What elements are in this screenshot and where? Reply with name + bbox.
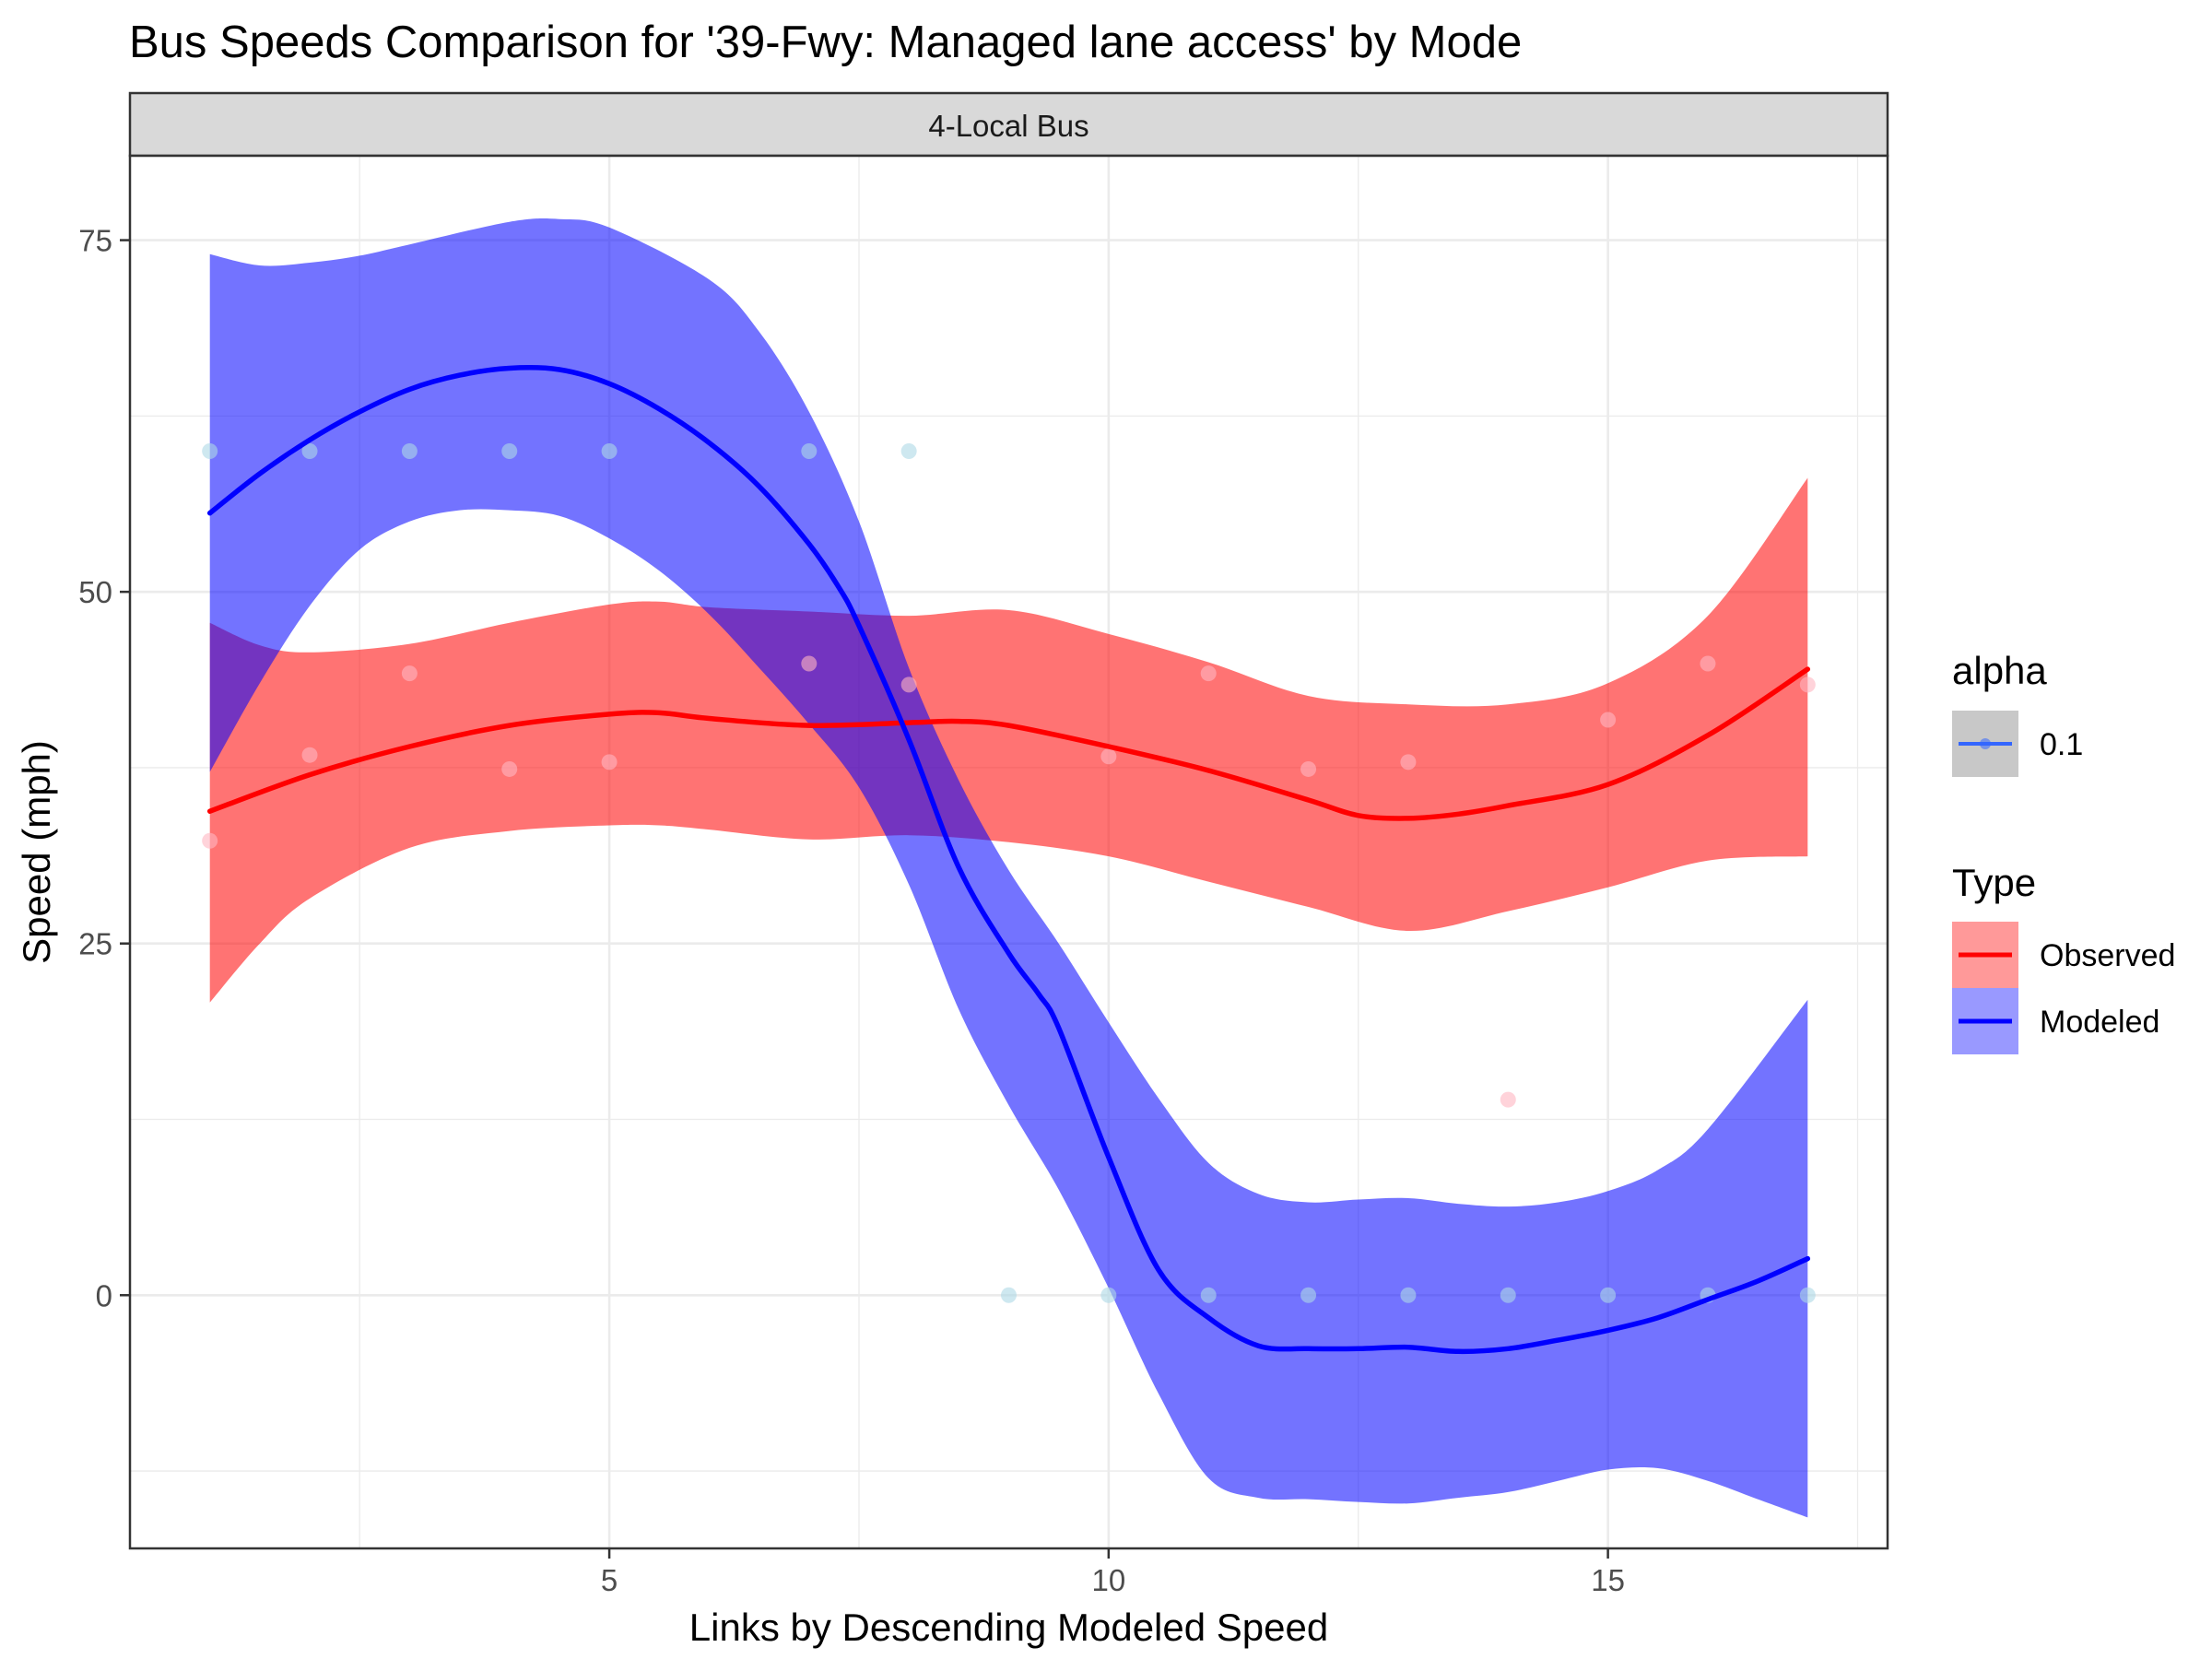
observed-data-point [1400,754,1417,771]
observed-data-point [401,665,418,682]
observed-data-point [900,677,917,693]
legend-alpha-title: alpha [1952,649,2047,692]
modeled-data-point [202,443,218,460]
confidence-bands [209,218,1808,1518]
observed-data-point [1300,760,1317,777]
modeled-data-point [801,443,818,460]
observed-fit-line [206,666,1811,821]
observed-data-point [301,747,318,763]
y-tick-label: 25 [78,927,112,961]
legend-observed-label: Observed [2040,938,2175,973]
modeled-data-point [1100,1287,1117,1303]
data-points [202,443,1816,1303]
observed-data-point [1200,665,1217,682]
observed-data-point [601,754,618,771]
legend-type-title: Type [1952,861,2036,904]
modeled-data-point [1300,1287,1317,1303]
observed-data-point [501,760,518,777]
axis-ticks: 5 10 15 0 25 50 75 [78,224,1625,1597]
facet-strip-label: 4-Local Bus [928,109,1088,143]
observed-data-point [1700,655,1716,672]
legend-alpha-label: 0.1 [2040,727,2083,762]
y-tick-label: 0 [96,1278,112,1312]
x-tick-label: 5 [601,1563,618,1597]
modeled-data-point [900,443,917,460]
modeled-data-point [1400,1287,1417,1303]
legend-modeled-label: Modeled [2040,1005,2159,1040]
observed-data-point [801,655,818,672]
modeled-data-point [301,443,318,460]
modeled-confidence-band [209,218,1808,1518]
observed-data-point [1100,748,1117,765]
observed-data-point [1500,1091,1516,1108]
modeled-data-point [601,443,618,460]
panel-border [128,154,1889,1550]
legend-alpha-key-point [1980,738,1991,749]
modeled-data-point [1500,1287,1516,1303]
x-tick-label: 10 [1091,1563,1125,1597]
x-axis-title: Links by Descending Modeled Speed [689,1606,1328,1649]
y-axis-title: Speed (mph) [15,740,58,964]
fit-lines [206,365,1811,1355]
y-tick-label: 75 [78,224,112,258]
y-tick-label: 50 [78,575,112,609]
chart-title: Bus Speeds Comparison for '39-Fwy: Manag… [129,18,1522,67]
legend: alpha 0.1 Type Observed Modeled [1952,649,2175,1054]
modeled-fit-line [206,365,1811,1355]
modeled-data-point [1001,1287,1017,1303]
observed-data-point [202,832,218,849]
modeled-data-point [1200,1287,1217,1303]
x-tick-label: 15 [1591,1563,1625,1597]
modeled-data-point [501,443,518,460]
facet-strip: 4-Local Bus [128,91,1889,158]
modeled-data-point [401,443,418,460]
facet-strip-background [128,91,1889,158]
modeled-data-point [1600,1287,1617,1303]
observed-confidence-band [209,477,1808,1003]
modeled-data-point [1799,1287,1816,1303]
observed-data-point [1799,677,1816,693]
observed-data-point [1600,712,1617,728]
